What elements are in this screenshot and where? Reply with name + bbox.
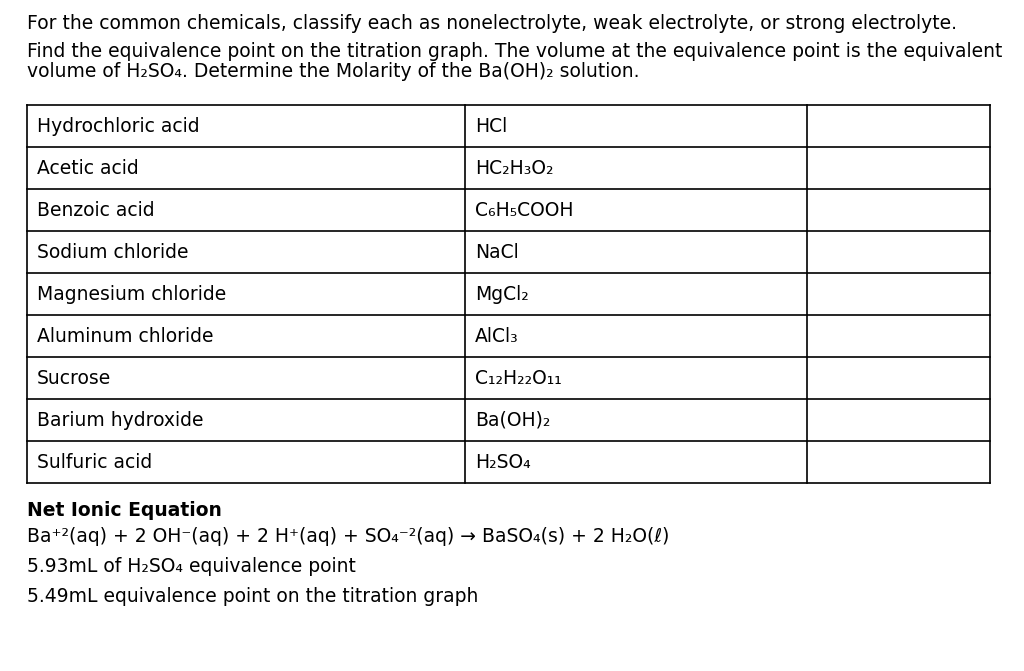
Text: Sodium chloride: Sodium chloride [37, 242, 188, 262]
Text: Benzoic acid: Benzoic acid [37, 201, 155, 219]
Text: AlCl₃: AlCl₃ [475, 327, 519, 346]
Text: C₆H₅COOH: C₆H₅COOH [475, 201, 573, 219]
Text: Acetic acid: Acetic acid [37, 158, 138, 178]
Text: Net Ionic Equation: Net Ionic Equation [27, 501, 222, 520]
Text: HCl: HCl [475, 117, 508, 136]
Text: C₁₂H₂₂O₁₁: C₁₂H₂₂O₁₁ [475, 368, 562, 387]
Text: Find the equivalence point on the titration graph. The volume at the equivalence: Find the equivalence point on the titrat… [27, 42, 1002, 61]
Text: Magnesium chloride: Magnesium chloride [37, 285, 226, 303]
Text: MgCl₂: MgCl₂ [475, 285, 529, 303]
Text: Sulfuric acid: Sulfuric acid [37, 452, 153, 472]
Text: volume of H₂SO₄. Determine the Molarity of the Ba(OH)₂ solution.: volume of H₂SO₄. Determine the Molarity … [27, 62, 640, 81]
Text: 5.49mL equivalence point on the titration graph: 5.49mL equivalence point on the titratio… [27, 587, 478, 606]
Text: For the common chemicals, classify each as nonelectrolyte, weak electrolyte, or : For the common chemicals, classify each … [27, 14, 957, 33]
Text: Ba(OH)₂: Ba(OH)₂ [475, 411, 551, 429]
Text: HC₂H₃O₂: HC₂H₃O₂ [475, 158, 554, 178]
Text: Hydrochloric acid: Hydrochloric acid [37, 117, 200, 136]
Text: Ba⁺²(aq) + 2 OH⁻(aq) + 2 H⁺(aq) + SO₄⁻²(aq) → BaSO₄(s) + 2 H₂O(ℓ): Ba⁺²(aq) + 2 OH⁻(aq) + 2 H⁺(aq) + SO₄⁻²(… [27, 527, 670, 546]
Text: Aluminum chloride: Aluminum chloride [37, 327, 213, 346]
Text: Sucrose: Sucrose [37, 368, 112, 387]
Text: NaCl: NaCl [475, 242, 519, 262]
Text: Barium hydroxide: Barium hydroxide [37, 411, 204, 429]
Text: H₂SO₄: H₂SO₄ [475, 452, 530, 472]
Text: 5.93mL of H₂SO₄ equivalence point: 5.93mL of H₂SO₄ equivalence point [27, 557, 356, 576]
